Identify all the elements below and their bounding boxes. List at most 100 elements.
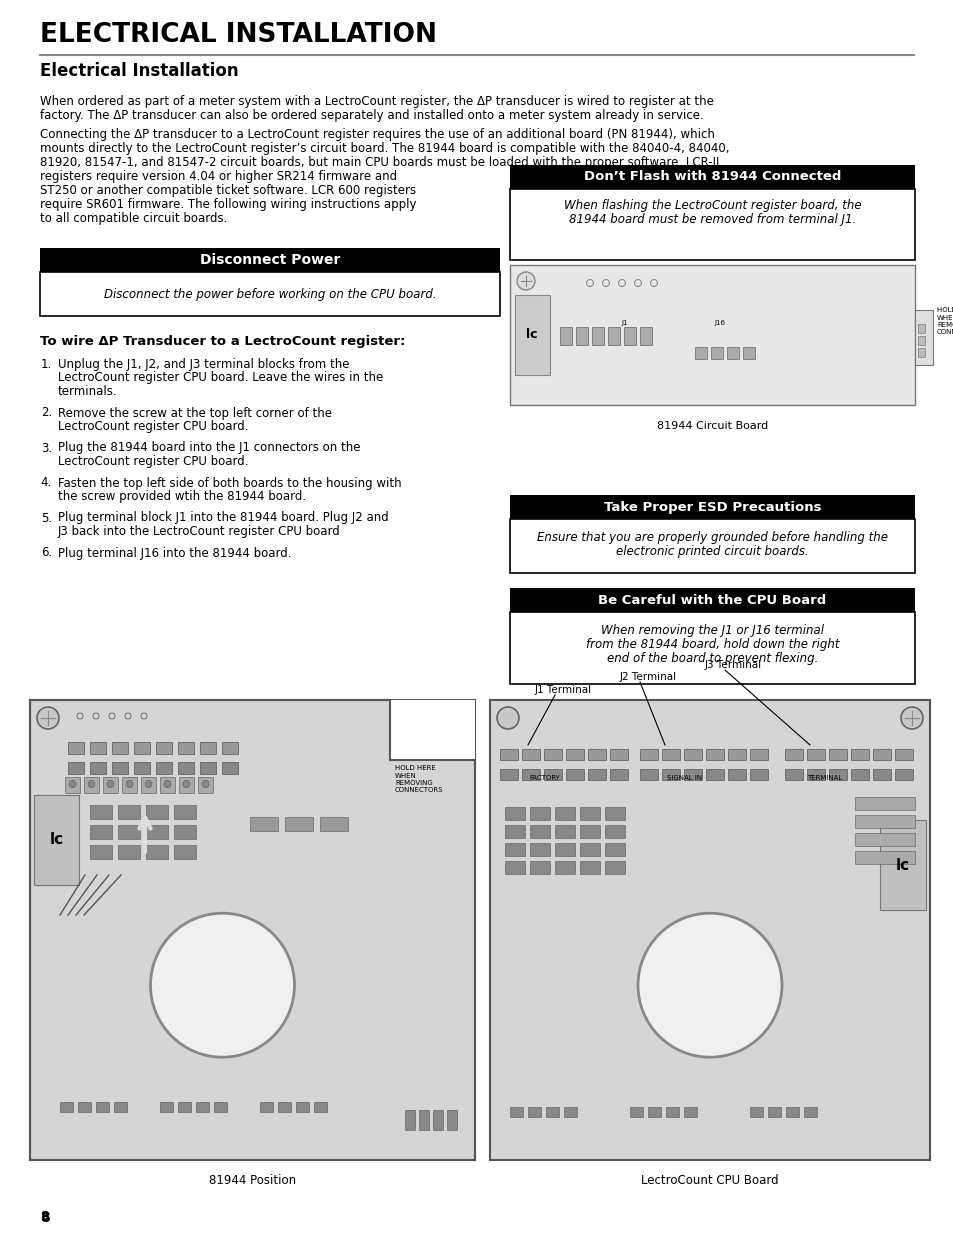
Bar (607, 327, 619, 345)
Bar (447, 1110, 456, 1130)
Bar (30, 700, 475, 1160)
Bar (90, 845, 112, 860)
Bar (178, 762, 193, 774)
Text: Plug terminal J16 into the 81944 board.: Plug terminal J16 into the 81944 board. (58, 547, 292, 559)
Bar (683, 1107, 697, 1116)
Bar (504, 806, 524, 820)
Bar (543, 769, 561, 781)
Bar (705, 769, 723, 781)
Text: Remove the screw at the top left corner of the: Remove the screw at the top left corner … (58, 406, 332, 420)
Bar (78, 1102, 91, 1112)
Bar (806, 769, 824, 781)
Bar (490, 700, 929, 1160)
Text: 8: 8 (40, 1212, 50, 1225)
Bar (90, 742, 106, 755)
Bar (200, 762, 215, 774)
Bar (879, 820, 925, 910)
Bar (195, 1102, 209, 1112)
Bar (727, 748, 745, 760)
Bar (60, 1102, 73, 1112)
Bar (917, 324, 924, 333)
Bar (405, 1110, 415, 1130)
Bar (555, 825, 575, 839)
Bar (510, 266, 914, 405)
Bar (661, 748, 679, 760)
Bar (133, 742, 150, 755)
Bar (68, 742, 84, 755)
Circle shape (151, 913, 294, 1057)
Circle shape (145, 781, 152, 788)
Text: 6.: 6. (41, 547, 52, 559)
Circle shape (638, 913, 781, 1057)
Bar (173, 825, 195, 839)
Text: ST250 or another compatible ticket software. LCR 600 registers: ST250 or another compatible ticket softw… (40, 184, 416, 198)
Bar (90, 825, 112, 839)
Bar (555, 844, 575, 856)
Bar (112, 742, 128, 755)
Bar (504, 844, 524, 856)
Bar (34, 795, 79, 885)
Bar (173, 805, 195, 819)
Bar (727, 769, 745, 781)
Text: Plug terminal block J1 into the 81944 board. Plug J2 and: Plug terminal block J1 into the 81944 bo… (58, 511, 388, 525)
Bar (156, 742, 172, 755)
Bar (872, 769, 890, 781)
Text: J16: J16 (714, 320, 724, 326)
Bar (914, 310, 932, 366)
Bar (543, 748, 561, 760)
Bar (609, 748, 627, 760)
Text: Disconnect the power before working on the CPU board.: Disconnect the power before working on t… (104, 288, 436, 301)
Bar (521, 748, 539, 760)
Bar (579, 861, 599, 874)
Bar (113, 1102, 127, 1112)
Bar (198, 777, 213, 793)
Bar (213, 1102, 227, 1112)
Text: 81944 Circuit Board: 81944 Circuit Board (657, 421, 767, 431)
Text: 81920, 81547-1, and 81547-2 circuit boards, but main CPU boards must be loaded w: 81920, 81547-1, and 81547-2 circuit boar… (40, 156, 719, 169)
Bar (510, 613, 914, 684)
Circle shape (88, 781, 95, 788)
Text: LectroCount CPU Board: LectroCount CPU Board (640, 1174, 778, 1187)
Text: When flashing the LectroCount register board, the: When flashing the LectroCount register b… (563, 199, 861, 212)
Bar (222, 762, 237, 774)
Bar (250, 818, 277, 831)
Circle shape (900, 706, 923, 729)
Bar (118, 825, 140, 839)
Bar (504, 825, 524, 839)
Text: LectroCount register CPU board. Leave the wires in the: LectroCount register CPU board. Leave th… (58, 372, 383, 384)
Bar (749, 769, 767, 781)
Bar (854, 815, 914, 827)
Text: HOLD HERE
WHEN
REMOVING
CONNECTORS: HOLD HERE WHEN REMOVING CONNECTORS (936, 308, 953, 336)
Bar (629, 1107, 642, 1116)
Bar (160, 777, 174, 793)
Bar (639, 327, 651, 345)
Text: J3 Terminal: J3 Terminal (704, 659, 761, 671)
Text: Don’t Flash with 81944 Connected: Don’t Flash with 81944 Connected (583, 170, 841, 184)
Circle shape (126, 781, 132, 788)
Bar (285, 818, 313, 831)
Text: When removing the J1 or J16 terminal: When removing the J1 or J16 terminal (600, 624, 823, 637)
Text: electronic printed circuit boards.: electronic printed circuit boards. (616, 545, 808, 558)
Bar (510, 165, 914, 189)
Bar (806, 748, 824, 760)
Bar (555, 806, 575, 820)
Text: J1: J1 (621, 320, 628, 326)
Bar (260, 1102, 273, 1112)
Bar (515, 295, 550, 375)
Text: To wire ΔP Transducer to a LectroCount register:: To wire ΔP Transducer to a LectroCount r… (40, 335, 405, 348)
Bar (917, 348, 924, 357)
Text: Fasten the top left side of both boards to the housing with: Fasten the top left side of both boards … (58, 477, 401, 489)
Bar (133, 762, 150, 774)
Text: HOLD HERE
WHEN
REMOVING
CONNECTORS: HOLD HERE WHEN REMOVING CONNECTORS (395, 764, 443, 794)
Bar (146, 825, 168, 839)
Bar (850, 769, 868, 781)
Bar (604, 844, 624, 856)
Bar (785, 1107, 799, 1116)
Text: 5.: 5. (41, 511, 52, 525)
Bar (295, 1102, 309, 1112)
Bar (665, 1107, 679, 1116)
Bar (112, 762, 128, 774)
Bar (576, 327, 587, 345)
Bar (565, 769, 583, 781)
Bar (530, 844, 550, 856)
